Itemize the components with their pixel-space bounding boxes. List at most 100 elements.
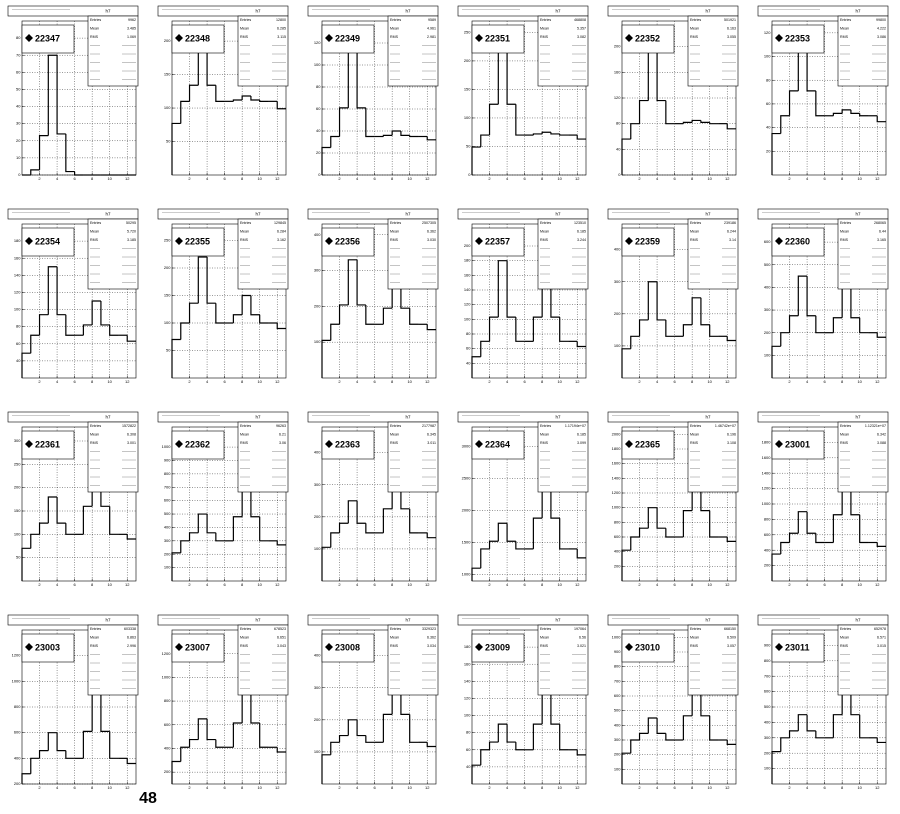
header-bar [457, 411, 589, 423]
x-tick-label: 4 [356, 379, 359, 384]
y-tick-label: 80 [766, 77, 771, 82]
y-tick-label: 600 [764, 532, 771, 537]
label-diamond [325, 34, 333, 42]
run-label: 22354 [35, 236, 60, 246]
y-tick-label: 40 [466, 360, 471, 365]
stat-name: Mean [540, 26, 549, 30]
histogram-bin [330, 741, 340, 755]
x-tick-label: 10 [407, 582, 412, 587]
histogram-panel: h7 0 10 20 30 40 50 60 70 80 2 4 6 8 10 12 Entries 9962 Me… [7, 5, 139, 181]
stat-name: RMS [240, 238, 249, 242]
stat-name: Entries [240, 18, 251, 22]
x-tick-label: 6 [373, 379, 376, 384]
histogram-bin [82, 505, 93, 535]
histogram-bin [126, 534, 136, 540]
y-tick-label: 1500 [462, 540, 472, 545]
x-tick-label: 2 [488, 176, 491, 181]
y-tick-label: 200 [614, 311, 621, 316]
histogram-bin [559, 133, 569, 136]
histogram-title: h7 [105, 9, 111, 14]
x-tick-label: 2 [638, 582, 641, 587]
x-tick-label: 6 [73, 785, 76, 790]
stat-name: RMS [90, 441, 99, 445]
y-tick-label: 3000 [462, 443, 472, 448]
histogram-bin [47, 54, 58, 136]
y-tick-label: 400 [764, 284, 771, 289]
stats-box [387, 15, 439, 87]
histogram-bin [65, 750, 75, 759]
y-tick-label: 120 [464, 696, 471, 701]
stat-name: RMS [390, 644, 399, 648]
y-tick-label: 800 [764, 658, 771, 663]
histogram-bin [338, 522, 349, 533]
label-diamond [325, 237, 333, 245]
x-tick-label: 8 [391, 785, 394, 790]
y-tick-label: 100 [464, 316, 471, 321]
histogram-bin [559, 518, 569, 550]
stat-value: 3.001 [127, 441, 136, 445]
label-diamond [775, 440, 783, 448]
histogram-bin [647, 507, 658, 529]
x-tick-label: 2 [338, 785, 341, 790]
histogram-bin [488, 540, 499, 549]
stats-box [87, 421, 139, 493]
stat-value: 9962 [128, 18, 136, 22]
histogram-bin [471, 764, 481, 784]
x-tick-label: 2 [638, 785, 641, 790]
x-tick-label: 8 [541, 785, 544, 790]
histogram-bin [206, 47, 216, 86]
histogram-bin [832, 714, 843, 738]
histogram-bin [21, 773, 31, 784]
header-bar [457, 5, 589, 17]
stat-name: Entries [90, 18, 101, 22]
histogram-bin [206, 257, 216, 304]
x-tick-label: 2 [38, 379, 41, 384]
stat-value: 239186 [724, 221, 736, 225]
y-tick-label: 140 [464, 287, 471, 292]
histogram-bin [480, 134, 490, 148]
y-tick-label: 800 [614, 519, 621, 524]
y-tick-label: 200 [164, 769, 171, 774]
stat-value: 3.082 [577, 35, 586, 39]
x-tick-label: 8 [841, 379, 844, 384]
y-tick-label: 1200 [162, 651, 172, 656]
histogram-bin [21, 547, 31, 581]
run-label: 23008 [335, 642, 360, 652]
y-tick-label: 0 [18, 172, 21, 177]
x-tick-label: 12 [125, 785, 130, 790]
histogram-panel: h7 100 200 300 400 500 600 2 4 6 8 10 12 Entries 26806… [757, 208, 889, 384]
histogram-bin [400, 131, 410, 136]
y-tick-label: 80 [316, 84, 321, 89]
y-tick-label: 300 [764, 307, 771, 312]
stat-name: Mean [540, 432, 549, 436]
label-diamond [775, 34, 783, 42]
y-tick-label: 1000 [612, 634, 622, 639]
histogram-bin [38, 522, 49, 535]
y-tick-label: 150 [464, 87, 471, 92]
stat-name: RMS [90, 238, 99, 242]
run-label: 22356 [335, 236, 360, 246]
y-tick-label: 100 [764, 54, 771, 59]
label-diamond [475, 237, 483, 245]
y-tick-label: 150 [14, 508, 21, 513]
histogram-panel: h7 200 400 600 800 1000 1200 2 4 6 8 10 12 Entries 678… [157, 614, 289, 790]
histogram-bin [21, 352, 31, 378]
histogram-bin [47, 732, 58, 751]
y-tick-label: 500 [764, 262, 771, 267]
x-tick-label: 12 [575, 379, 580, 384]
x-tick-label: 6 [223, 176, 226, 181]
stat-name: Entries [540, 18, 551, 22]
y-tick-label: 20 [16, 138, 21, 143]
y-tick-label: 150 [164, 72, 171, 77]
x-tick-label: 2 [38, 176, 41, 181]
histogram-bin [806, 511, 816, 534]
y-tick-label: 60 [316, 106, 321, 111]
stat-value: 129845 [274, 221, 286, 225]
histogram-bin [515, 317, 525, 342]
histogram-bin [665, 733, 675, 741]
stat-value: 3.165 [877, 238, 886, 242]
histogram-bin [859, 317, 869, 334]
stat-name: Entries [690, 18, 701, 22]
histogram-bin [506, 523, 516, 542]
stat-value: 9589 [428, 18, 436, 22]
